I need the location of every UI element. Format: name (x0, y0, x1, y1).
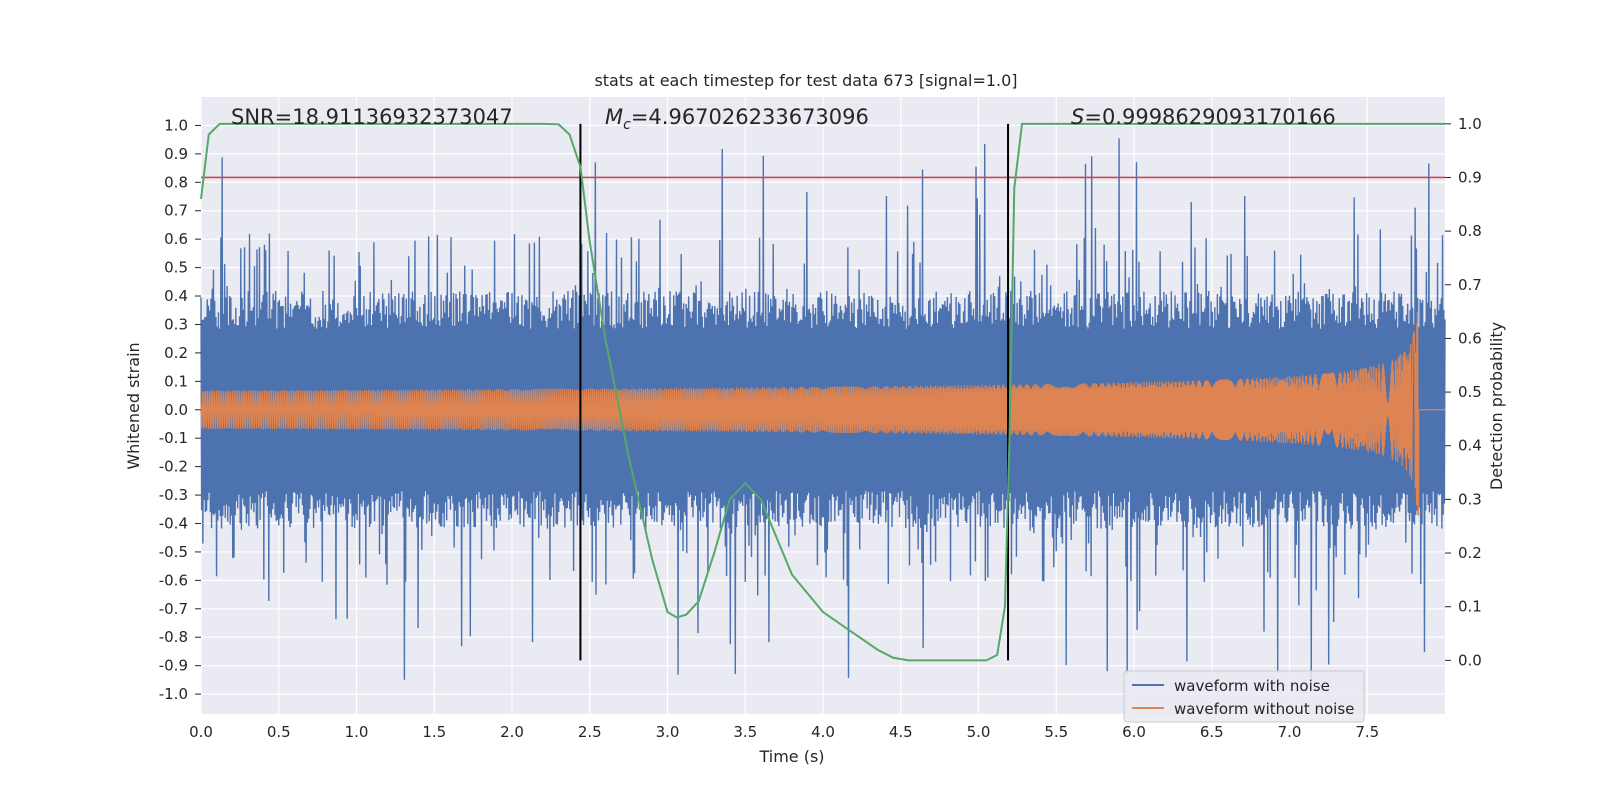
y-right-tick-label: 0.7 (1458, 276, 1482, 294)
x-tick-label: 0.0 (189, 723, 213, 741)
significance-value: =0.9998629093170166 (1084, 105, 1335, 129)
y-right-tick-label: 0.3 (1458, 490, 1482, 508)
x-tick-label: 4.0 (811, 723, 835, 741)
ticks-layer: 0.0 0.5 1.0 1.5 2.0 2.5 3.0 3.5 4.0 4.5 5.0 5.5 6.0 6… (159, 115, 1482, 741)
x-tick-label: 2.5 (578, 723, 602, 741)
y-tick-label: -0.6 (159, 571, 188, 589)
y-right-tick-label: 0.1 (1458, 598, 1482, 616)
chirp-mass-value: =4.967026233673096 (631, 105, 869, 129)
chirp-mass-symbol: M (605, 105, 623, 129)
y-right-tick-label: 0.4 (1458, 437, 1482, 455)
significance-annotation: S=0.9998629093170166 (1071, 105, 1336, 129)
y-tick-label: -0.4 (159, 514, 188, 532)
x-axis-label: Time (s) (758, 747, 824, 766)
y-right-tick-label: 0.5 (1458, 383, 1482, 401)
y-tick-label: 1.0 (164, 116, 188, 134)
y-tick-label: 0.4 (164, 287, 188, 305)
x-tick-label: 3.5 (733, 723, 757, 741)
x-tick-label: 1.0 (345, 723, 369, 741)
y-tick-label: 0.2 (164, 344, 188, 362)
chart-title: stats at each timestep for test data 673… (594, 71, 1017, 90)
x-tick-label: 4.5 (889, 723, 913, 741)
y-right-tick-label: 0.0 (1458, 651, 1482, 669)
x-tick-label: 1.5 (422, 723, 446, 741)
legend: waveform with noise waveform without noi… (1123, 670, 1365, 723)
x-tick-label: 6.0 (1122, 723, 1146, 741)
y-right-tick-label: 0.2 (1458, 544, 1482, 562)
y-tick-label: 0.1 (164, 372, 188, 390)
y-tick-label: -0.1 (159, 429, 188, 447)
y-tick-label: 0.6 (164, 230, 188, 248)
y-tick-label: 0.7 (164, 202, 188, 220)
y-tick-label: -0.3 (159, 486, 188, 504)
y-right-tick-label: 0.9 (1458, 168, 1482, 186)
x-tick-label: 5.0 (967, 723, 991, 741)
y-tick-label: -0.8 (159, 628, 188, 646)
x-tick-label: 5.5 (1044, 723, 1068, 741)
y-tick-label: -0.7 (159, 600, 188, 618)
legend-box (1123, 670, 1365, 723)
y-tick-label: 0.3 (164, 315, 188, 333)
x-tick-label: 7.5 (1355, 723, 1379, 741)
y-tick-label: -1.0 (159, 685, 188, 703)
series-waveform-without-noise (200, 311, 1445, 516)
y-tick-label: -0.9 (159, 657, 188, 675)
x-tick-label: 0.5 (267, 723, 291, 741)
series-layer (200, 122, 1446, 680)
x-tick-label: 6.5 (1200, 723, 1224, 741)
y-tick-label: -0.2 (159, 458, 188, 476)
y-tick-label: 0.8 (164, 173, 188, 191)
y-axis-label: Whitened strain (124, 342, 143, 469)
y-tick-label: 0.9 (164, 145, 188, 163)
legend-label-clean: waveform without noise (1174, 700, 1354, 718)
y-tick-label: 0.5 (164, 259, 188, 277)
series-detection-probability (200, 122, 1445, 662)
significance-symbol: S (1071, 105, 1084, 129)
y-right-tick-label: 0.6 (1458, 329, 1482, 347)
legend-label-noise: waveform with noise (1174, 677, 1330, 695)
y-tick-label: 0.0 (164, 401, 188, 419)
x-tick-label: 2.0 (500, 723, 524, 741)
y-axis-right-label: Detection probability (1487, 322, 1506, 490)
chirp-mass-annotation: Mc=4.967026233673096 (605, 105, 869, 133)
y-right-tick-label: 0.8 (1458, 222, 1482, 240)
x-tick-label: 3.0 (656, 723, 680, 741)
x-tick-label: 7.0 (1278, 723, 1302, 741)
snr-annotation: SNR=18.91136932373047 (231, 105, 513, 129)
chirp-mass-subscript: c (623, 117, 631, 133)
y-tick-label: -0.5 (159, 543, 188, 561)
y-right-tick-label: 1.0 (1458, 115, 1482, 133)
